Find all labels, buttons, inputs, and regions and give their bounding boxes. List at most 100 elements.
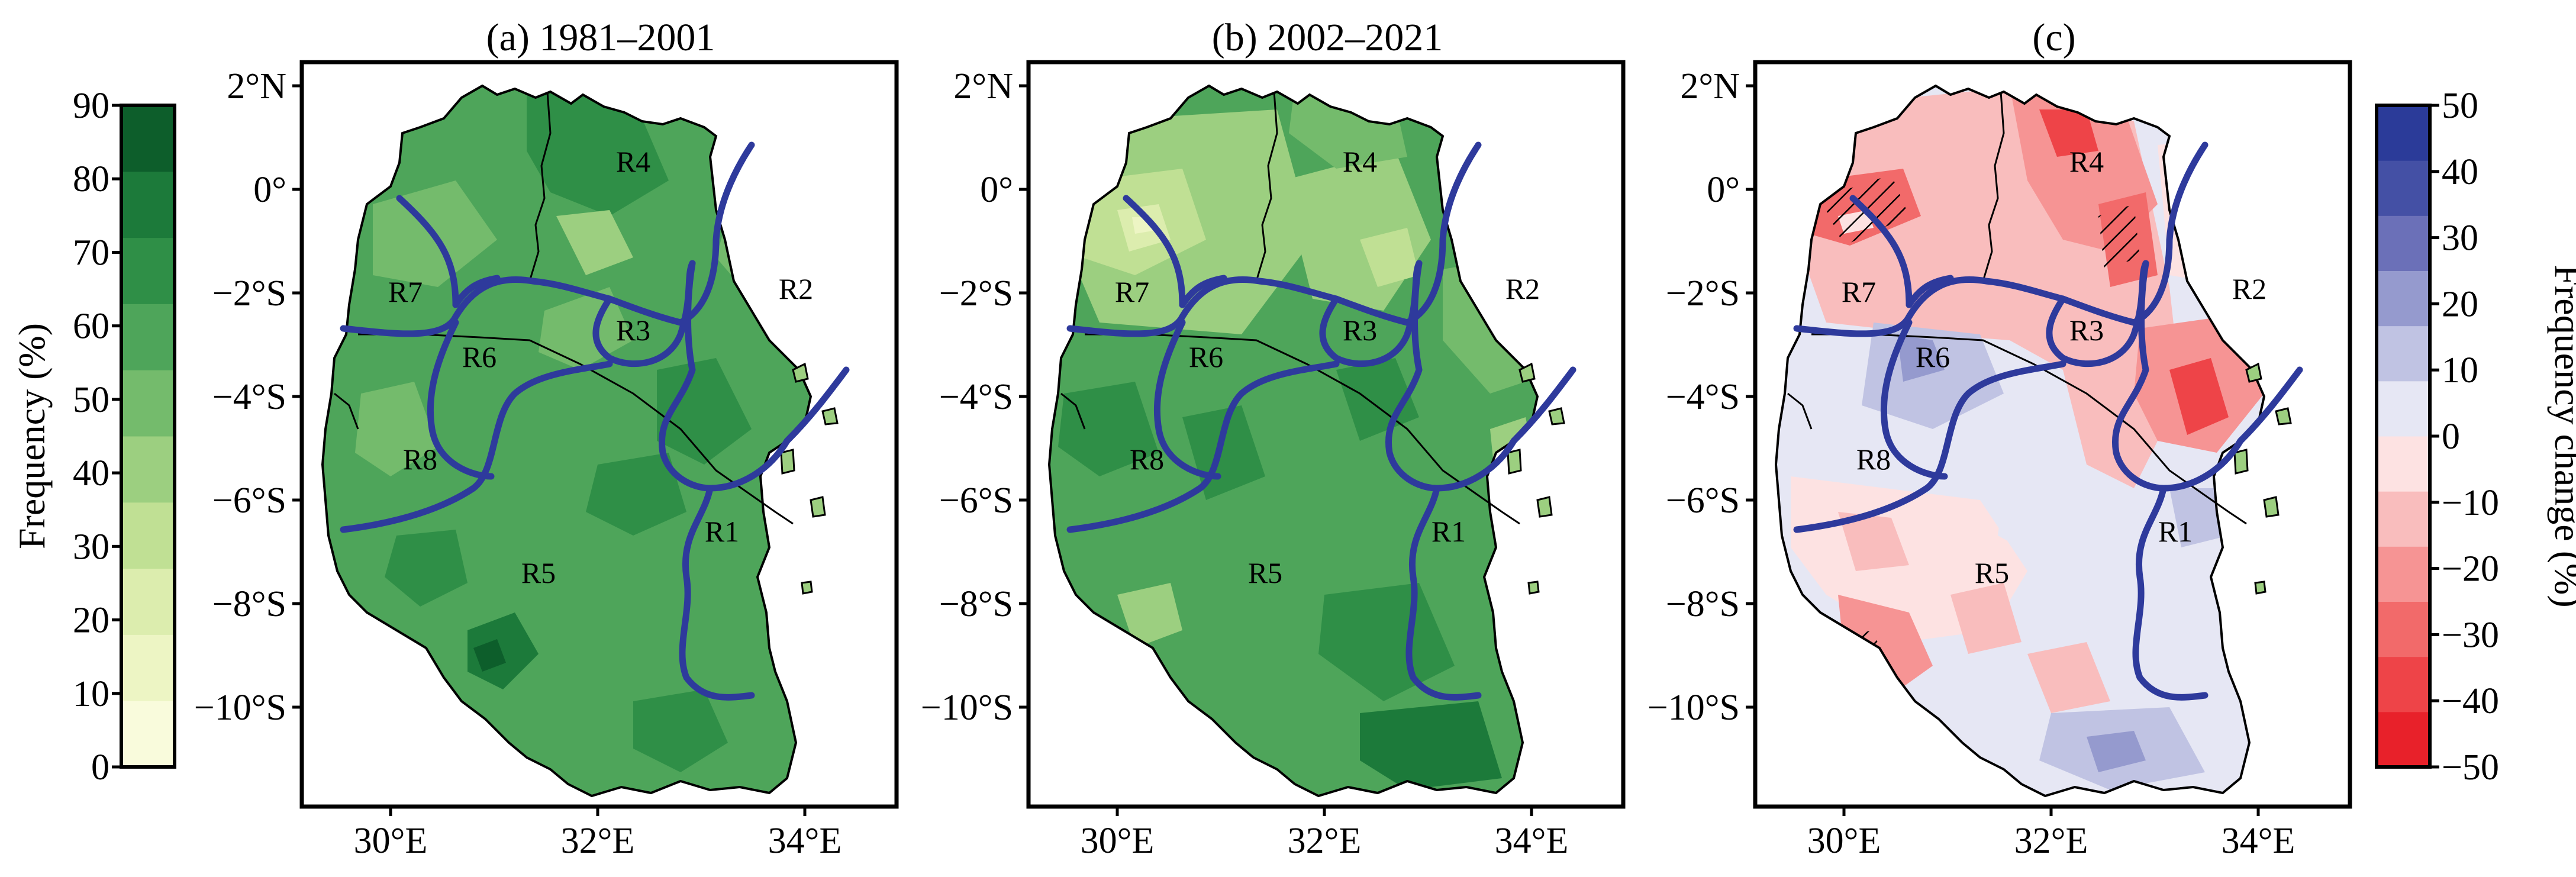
panel-a-lat-tick-label: −6°S [212,481,286,521]
colorbar-change: 50 40 30 20 10 0 −10 −20 −30 −40 −50 Frequency cha… [2375,86,2576,788]
panel-c-lat-tick-label: −8°S [1666,584,1740,624]
colorbar-change-tick-label: −30 [2442,615,2499,655]
panel-b-lat-tick-label: 0° [980,170,1013,210]
region-boundary [1179,275,1227,308]
colorbar-change-tick-label: −20 [2442,549,2499,589]
region-boundary [452,275,501,308]
colorbar-change-tick-label: −40 [2442,681,2499,721]
colorbar-frequency-swatch [121,304,175,370]
island [2245,362,2262,383]
panel-c-lat-tick-label: −6°S [1666,481,1740,521]
panel-a-field-patch [385,530,468,607]
panel-c-field-patch [1897,334,1945,382]
panel-a-field-patch [633,689,728,772]
colorbar-change-swatch [2377,160,2430,216]
colorbar-change-tick-label: 30 [2442,218,2478,259]
colorbar-frequency-tick-label: 50 [73,380,109,420]
region-boundary [1066,360,1340,533]
country-border [334,392,359,430]
region-label-r5: R5 [1975,556,2009,589]
island [1527,581,1540,595]
panel-a-lon-tick-label: 30°E [354,821,428,861]
colorbar-frequency-swatch [121,105,175,172]
panel-a-field-patch [556,210,633,275]
region-label-r8: R8 [1130,443,1164,476]
country-border [1787,392,1813,430]
colorbar-frequency-label: Frequency (%) [11,323,53,549]
region-boundary [1153,319,1221,480]
colorbar-frequency-swatch [121,237,175,304]
island [801,581,813,595]
island [792,362,809,383]
island [2275,407,2292,425]
colorbar-change-tick-label: 10 [2442,350,2478,391]
region-boundary [659,260,850,492]
colorbar-change-swatch [2377,656,2430,712]
region-boundary [1385,260,1576,492]
colorbar-change-swatch [2377,436,2430,492]
panel-b-field-patch [1336,358,1419,441]
panel-c-field-patch [2027,642,2110,713]
panel-c-lon-tick-label: 34°E [2222,821,2295,861]
colorbar-frequency-tick-label: 20 [73,601,109,641]
panel-c-field-patch [2039,109,2098,157]
panel-b-field-patch [1360,228,1419,287]
region-label-r8: R8 [403,443,437,476]
colorbar-frequency-tick-label: 60 [73,307,109,347]
panel-a-field-patch [527,86,669,216]
panel-a-lat-tick-label: −8°S [212,584,286,624]
region-boundary [2130,141,2209,326]
panel-a-lat-tick-label: −2°S [212,273,286,314]
region-boundary [396,195,459,308]
colorbar-change-tick-label: 20 [2442,284,2478,324]
panel-c-field-patch [2169,488,2229,547]
region-boundary [2132,485,2209,701]
panel-a-lat-tick-label: 2°N [227,66,286,107]
region-label-r6: R6 [1916,340,1950,373]
panel-c-lon-tick-label: 32°E [2014,821,2088,861]
panel-c-field-patch [1998,476,2134,571]
panel-a-field [323,86,811,796]
panel-b-lon-tick-label: 30°E [1081,821,1155,861]
panel-c-lat-tick-label: −4°S [1666,377,1740,417]
panel-a-title: (a) 1981–2001 [486,16,715,59]
panel-b-lon-tick-label: 32°E [1288,821,1362,861]
colorbar-change-swatch [2377,270,2430,327]
panel-a-field-patch [473,639,506,672]
panel-c-field-patch [1838,595,1933,695]
colorbar-frequency-swatch [121,370,175,437]
panel-b-lon-tick-label: 34°E [1495,821,1569,861]
panel-c-lat-tick-label: −2°S [1666,273,1740,314]
colorbar-change-swatch [2377,711,2430,768]
country-border [1255,91,1278,282]
panel-c-coastline [1774,84,2266,798]
colorbar-change-tick-label: 0 [2442,417,2460,457]
panel-c-field-patch [1838,512,1909,571]
colorbar-frequency-tick-label: 40 [73,453,109,494]
region-boundary [1906,275,1954,308]
colorbar-change-tick-label: −10 [2442,483,2499,523]
panel-a-lat-tick-label: −10°S [194,688,286,728]
panel-b: (b) 2002–2021 R1 R2 R3 R4 R5 R6 R7 R8 2°N 0° −2°S −… [921,16,1626,861]
region-boundary [1793,276,2137,337]
country-border [1060,392,1086,430]
country-border [528,91,552,282]
country-border [1982,91,2005,282]
panel-a-field-patch [586,453,686,536]
colorbar-change-swatch [2377,381,2430,437]
panel-a-field-patch [657,358,752,465]
panel-a-lon-tick-label: 32°E [561,821,635,861]
colorbar-frequency-tick-label: 80 [73,159,109,199]
region-label-r3: R3 [2069,314,2104,347]
panel-c-lat-tick-label: 2°N [1680,66,1740,107]
colorbar-change-swatch [2377,215,2430,271]
panel-b-field-patch [1318,583,1455,701]
panel-b-title: (b) 2002–2021 [1212,16,1443,59]
island [2233,449,2249,475]
panel-b-lat-tick-label: 2°N [953,66,1013,107]
colorbar-change-swatch [2377,325,2430,382]
region-label-r4: R4 [2069,145,2104,178]
region-label-r2: R2 [2232,272,2267,305]
colorbar-change-tick-label: −50 [2442,747,2499,788]
colorbar-frequency-tick-label: 70 [73,233,109,273]
